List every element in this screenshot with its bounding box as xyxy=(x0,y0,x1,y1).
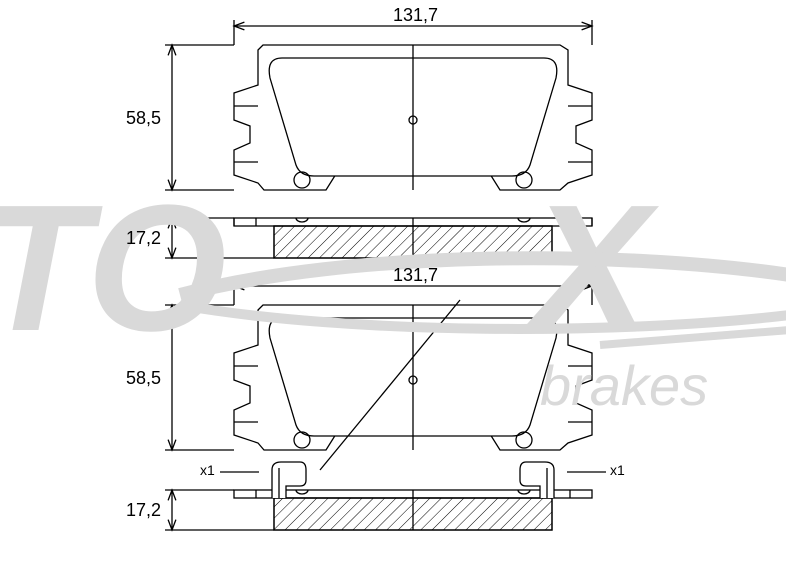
pad-face-bottom xyxy=(234,300,592,470)
qty-clip-right: x1 xyxy=(610,462,625,478)
pad-face-top xyxy=(234,45,592,190)
dim-height-top: 58,5 xyxy=(126,108,161,129)
pad-side-top xyxy=(234,218,592,258)
dim-width-mid: 131,7 xyxy=(393,265,438,286)
pad-side-bottom xyxy=(234,462,592,530)
diagram-stage: TO X brakes xyxy=(0,0,786,573)
technical-drawing xyxy=(0,0,786,573)
dim-thick-bot: 17,2 xyxy=(126,500,161,521)
dim-height-bot: 58,5 xyxy=(126,368,161,389)
dim-width-top: 131,7 xyxy=(393,5,438,26)
dim-thick-top: 17,2 xyxy=(126,228,161,249)
qty-clip-left: x1 xyxy=(200,462,215,478)
